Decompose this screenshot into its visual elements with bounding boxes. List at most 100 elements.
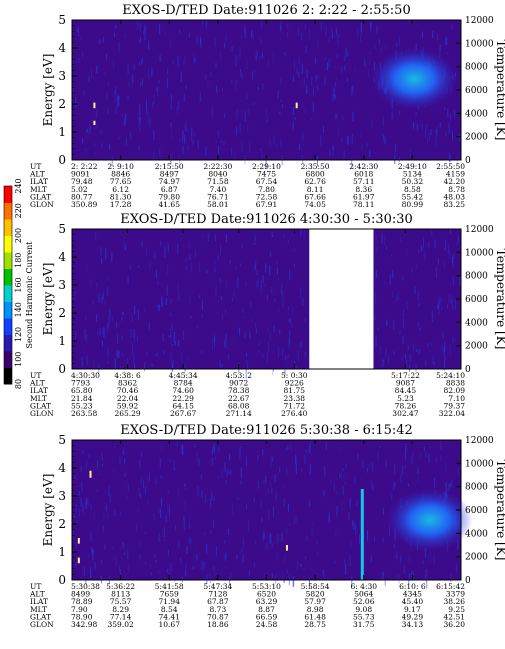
ephemeris-cell: 8784: [174, 379, 193, 388]
ephemeris-cell: 62.76: [304, 177, 326, 186]
ephemeris-cell: 9072: [229, 379, 248, 388]
ephemeris-cell: 322.04: [439, 409, 465, 418]
ephemeris-cell: 4:53: 2: [225, 371, 252, 380]
bright-streak: [89, 470, 92, 478]
ephemeris-cell: 22.67: [228, 394, 250, 403]
ephemeris-cell: 8497: [160, 170, 179, 179]
ephemeris-cell: 2:22:30: [203, 162, 232, 171]
ephemeris-cell: 74.97: [159, 177, 181, 186]
colorbar-tick-label: 200: [14, 228, 23, 243]
ephemeris-cell: 2:35:50: [301, 162, 330, 171]
y2-tick-label: 8000: [465, 483, 488, 493]
ephemeris-cell: 45.40: [402, 597, 424, 606]
ephemeris-cell: 81.30: [110, 192, 132, 201]
ephemeris-cell: 7659: [160, 590, 179, 599]
ephemeris-cell: 2:42:30: [349, 162, 378, 171]
panel-title: EXOS-D/TED Date:911026 2: 2:22 - 2:55:50: [122, 3, 410, 18]
colorbar-segment: [4, 301, 12, 319]
y2-tick-label: 10000: [465, 459, 494, 469]
colorbar-tick-label: 100: [14, 352, 23, 367]
ephemeris-cell: 18.86: [207, 620, 229, 629]
y-tick-label: 3: [58, 69, 66, 83]
ephemeris-cell: 34.13: [402, 620, 424, 629]
ephemeris-cell: 72.58: [256, 192, 278, 201]
ephemeris-row-label: ILAT: [30, 177, 48, 186]
ephemeris-cell: 7.80: [258, 185, 275, 194]
ephemeris-cell: 8.29: [112, 605, 129, 614]
ephemeris-cell: 78.26: [395, 401, 417, 410]
ephemeris-cell: 5:58:54: [301, 582, 330, 591]
ephemeris-cell: 57.97: [304, 597, 326, 606]
ephemeris-cell: 8040: [208, 170, 227, 179]
colorbar-tick-label: 240: [14, 178, 23, 193]
colorbar-tick-label: 160: [14, 277, 23, 292]
ephemeris-cell: 78.38: [228, 386, 250, 395]
colorbar-segment: [4, 219, 12, 236]
y2-tick-label: 6000: [465, 295, 488, 305]
ephemeris-cell: 55.23: [71, 401, 93, 410]
ephemeris-cell: 23.38: [284, 394, 306, 403]
ephemeris-cell: 5:53:10: [252, 582, 281, 591]
ephemeris-cell: 71.94: [159, 597, 181, 606]
ephemeris-cell: 6:15:42: [436, 582, 465, 591]
ephemeris-row-label: ALT: [29, 590, 45, 599]
ephemeris-row-label: GLAT: [30, 401, 51, 410]
ephemeris-row-label: UT: [30, 582, 41, 591]
ephemeris-cell: 83.25: [444, 200, 466, 209]
y-tick-label: 5: [58, 13, 66, 27]
y2-tick-label: 4000: [465, 318, 488, 328]
y-tick-label: 4: [58, 250, 66, 264]
ephemeris-cell: 2: 2:22: [71, 162, 98, 171]
ephemeris-cell: 2:49:10: [398, 162, 427, 171]
y-axis-label: Energy [eV]: [41, 54, 55, 127]
ephemeris-cell: 2:15:50: [155, 162, 184, 171]
ephemeris-cell: 81.75: [284, 386, 306, 395]
ephemeris-row-label: MLT: [30, 394, 47, 403]
ephemeris-cell: 38.26: [444, 597, 466, 606]
y-tick-label: 0: [58, 362, 66, 376]
ephemeris-cell: 9.08: [355, 605, 372, 614]
y2-tick-label: 2000: [465, 133, 488, 143]
ephemeris-cell: 350.89: [71, 200, 97, 209]
colorbar-tick-label: 140: [14, 302, 23, 317]
ephemeris-row-label: UT: [30, 162, 41, 171]
ephemeris-cell: 71.58: [207, 177, 229, 186]
ephemeris-cell: 8.36: [355, 185, 372, 194]
colorbar-segment: [4, 318, 12, 335]
ephemeris-cell: 5134: [403, 170, 422, 179]
colorbar-tick-label: 80: [14, 379, 23, 389]
ephemeris-cell: 359.02: [108, 620, 134, 629]
ephemeris-cell: 6018: [354, 170, 373, 179]
ephemeris-cell: 9226: [285, 379, 304, 388]
colorbar-segment: [4, 202, 12, 220]
ephemeris-cell: 22.04: [117, 394, 139, 403]
y-tick-label: 4: [58, 461, 66, 475]
ephemeris-cell: 65.80: [71, 386, 93, 395]
ephemeris-cell: 67.66: [304, 192, 326, 201]
ephemeris-cell: 7.10: [448, 394, 465, 403]
ephemeris-cell: 66.59: [256, 612, 278, 621]
ephemeris-cell: 78.89: [71, 597, 93, 606]
ephemeris-cell: 8.54: [161, 605, 178, 614]
y2-tick-label: 12000: [465, 436, 494, 446]
ephemeris-cell: 6520: [257, 590, 276, 599]
ephemeris-cell: 8.78: [448, 185, 465, 194]
ephemeris-cell: 6.12: [112, 185, 129, 194]
ephemeris-cell: 10.67: [159, 620, 181, 629]
ephemeris-cell: 77.14: [110, 612, 132, 621]
ephemeris-cell: 79.37: [444, 401, 466, 410]
ephemeris-cell: 9.25: [448, 605, 465, 614]
y-axis-label: Energy [eV]: [41, 474, 55, 547]
y-tick-label: 1: [58, 125, 66, 139]
ephemeris-cell: 64.15: [172, 401, 194, 410]
colorbar-segment: [4, 351, 12, 368]
ephemeris-cell: 5820: [306, 590, 325, 599]
y-tick-label: 1: [58, 545, 66, 559]
ephemeris-cell: 4:38: 6: [114, 371, 141, 380]
cyan-beam-streak: [360, 489, 364, 580]
ephemeris-cell: 9.17: [404, 605, 421, 614]
ephemeris-cell: 78.90: [71, 612, 93, 621]
ephemeris-cell: 61.97: [353, 192, 375, 201]
y2-axis-label: Temperature [K]: [494, 460, 505, 561]
